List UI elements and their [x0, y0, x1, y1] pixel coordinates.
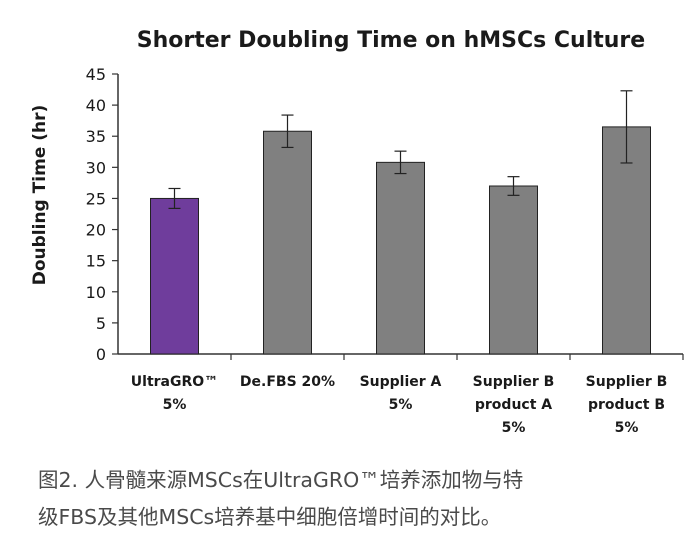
- caption-line-2: 级FBS及其他MSCs培养基中细胞倍增时间的对比。: [38, 505, 502, 529]
- bar: [376, 161, 425, 355]
- x-tick-label: Supplier A: [360, 374, 442, 390]
- y-tick-labels: 0 5 10 15 20 25 30 35 40 45: [86, 65, 106, 364]
- x-tick-label: De.FBS 20%: [240, 374, 335, 390]
- bar: [489, 185, 538, 355]
- y-tick-label: 35: [86, 127, 106, 146]
- y-tick-label: 5: [96, 314, 106, 333]
- bar: [150, 197, 199, 355]
- x-tick-label: Supplier B: [473, 374, 555, 390]
- chart-title: Shorter Doubling Time on hMSCs Culture: [137, 28, 645, 53]
- y-tick-label: 40: [86, 96, 106, 115]
- y-tick-label: 0: [96, 345, 106, 364]
- y-tick-label: 25: [86, 189, 106, 208]
- axes: [112, 73, 684, 360]
- x-tick-label: product A: [475, 397, 552, 413]
- y-tick-label: 10: [86, 283, 106, 302]
- x-tick-label: product B: [588, 397, 665, 413]
- x-tick-label: 5%: [502, 420, 526, 436]
- x-tick-label: UltraGRO™: [131, 374, 218, 390]
- bars: [150, 126, 651, 355]
- x-tick-labels: UltraGRO™ 5% De.FBS 20% Supplier A 5% Supplie…: [131, 374, 668, 436]
- y-tick-label: 45: [86, 65, 106, 84]
- figure-caption: 图2. 人骨髓来源MSCs在UltraGRO™培养添加物与特 级FBS及其他MS…: [38, 462, 678, 536]
- x-tick-label: 5%: [163, 397, 187, 413]
- caption-line-1: 图2. 人骨髓来源MSCs在UltraGRO™培养添加物与特: [38, 468, 524, 492]
- y-tick-label: 30: [86, 158, 106, 177]
- x-tick-label: Supplier B: [586, 374, 668, 390]
- bar-chart: Shorter Doubling Time on hMSCs Culture D…: [30, 28, 684, 436]
- bar: [602, 126, 651, 355]
- y-tick-label: 20: [86, 221, 106, 240]
- x-tick-label: 5%: [615, 420, 639, 436]
- y-tick-label: 15: [86, 252, 106, 271]
- x-tick-label: 5%: [389, 397, 413, 413]
- y-axis-label: Doubling Time (hr): [30, 105, 50, 286]
- error-bars: [168, 90, 633, 209]
- bar: [263, 130, 312, 355]
